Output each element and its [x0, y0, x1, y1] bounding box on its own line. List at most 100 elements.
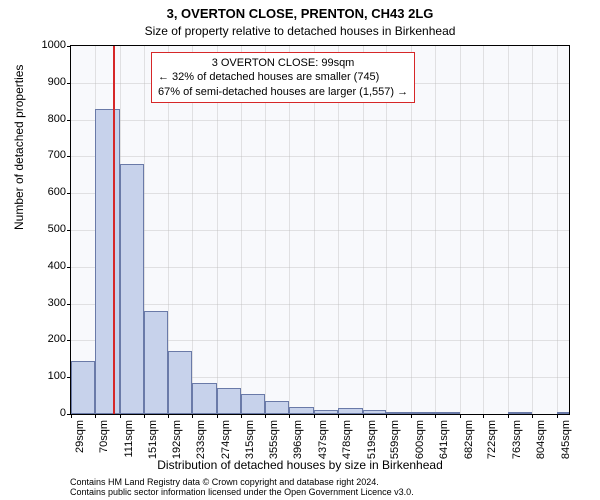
xtick-label: 559sqm: [389, 420, 401, 459]
xtick-mark: [557, 414, 558, 418]
x-axis-label: Distribution of detached houses by size …: [0, 458, 600, 472]
gridline-horizontal: [71, 193, 569, 194]
xtick-label: 437sqm: [317, 420, 329, 459]
ytick-mark: [67, 83, 71, 84]
xtick-label: 519sqm: [366, 420, 378, 459]
histogram-bar: [557, 412, 569, 414]
histogram-bar: [363, 410, 387, 414]
gridline-horizontal: [71, 230, 569, 231]
gridline-horizontal: [71, 156, 569, 157]
ytick-label: 500: [48, 223, 66, 235]
xtick-label: 722sqm: [486, 420, 498, 459]
xtick-label: 151sqm: [147, 420, 159, 459]
xtick-mark: [314, 414, 315, 418]
ytick-mark: [67, 230, 71, 231]
gridline-horizontal: [71, 267, 569, 268]
marker-line: [113, 46, 115, 414]
xtick-label: 845sqm: [560, 420, 572, 459]
gridline-vertical: [532, 46, 533, 414]
xtick-mark: [532, 414, 533, 418]
xtick-label: 355sqm: [268, 420, 280, 459]
footer-attribution: Contains HM Land Registry data © Crown c…: [70, 477, 414, 498]
xtick-mark: [192, 414, 193, 418]
histogram-bar: [289, 407, 313, 414]
histogram-bar: [386, 412, 410, 414]
xtick-mark: [120, 414, 121, 418]
page-title: 3, OVERTON CLOSE, PRENTON, CH43 2LG: [0, 6, 600, 21]
histogram-bar: [192, 383, 216, 414]
histogram-bar: [241, 394, 265, 414]
ytick-label: 100: [48, 370, 66, 382]
xtick-mark: [363, 414, 364, 418]
xtick-mark: [217, 414, 218, 418]
xtick-label: 315sqm: [244, 420, 256, 459]
xtick-mark: [483, 414, 484, 418]
histogram-bar: [508, 412, 532, 414]
ytick-label: 800: [48, 113, 66, 125]
xtick-label: 192sqm: [171, 420, 183, 459]
page-subtitle: Size of property relative to detached ho…: [0, 24, 600, 38]
ytick-label: 900: [48, 76, 66, 88]
xtick-label: 804sqm: [535, 420, 547, 459]
xtick-mark: [411, 414, 412, 418]
histogram-bar: [71, 361, 95, 414]
ytick-mark: [67, 193, 71, 194]
gridline-horizontal: [71, 304, 569, 305]
histogram-bar: [144, 311, 168, 414]
histogram-bar: [411, 412, 435, 414]
ytick-mark: [67, 267, 71, 268]
gridline-vertical: [508, 46, 509, 414]
xtick-mark: [168, 414, 169, 418]
xtick-mark: [95, 414, 96, 418]
xtick-mark: [265, 414, 266, 418]
xtick-mark: [338, 414, 339, 418]
plot-area: 3 OVERTON CLOSE: 99sqm ← 32% of detached…: [70, 45, 570, 415]
xtick-mark: [386, 414, 387, 418]
xtick-label: 70sqm: [98, 420, 110, 453]
xtick-label: 111sqm: [123, 420, 135, 458]
annotation-line-2: ← 32% of detached houses are smaller (74…: [158, 70, 408, 84]
ytick-mark: [67, 156, 71, 157]
annotation-line-1: 3 OVERTON CLOSE: 99sqm: [158, 56, 408, 70]
histogram-bar: [217, 388, 241, 414]
xtick-mark: [144, 414, 145, 418]
xtick-label: 274sqm: [220, 420, 232, 459]
ytick-label: 200: [48, 333, 66, 345]
ytick-label: 1000: [42, 39, 66, 51]
ytick-mark: [67, 340, 71, 341]
chart-container: 3, OVERTON CLOSE, PRENTON, CH43 2LG Size…: [0, 0, 600, 500]
xtick-mark: [71, 414, 72, 418]
xtick-label: 233sqm: [195, 420, 207, 459]
xtick-label: 396sqm: [292, 420, 304, 459]
gridline-horizontal: [71, 120, 569, 121]
ytick-mark: [67, 46, 71, 47]
histogram-bar: [338, 408, 362, 414]
annotation-line-3: 67% of semi-detached houses are larger (…: [158, 85, 408, 99]
gridline-vertical: [483, 46, 484, 414]
xtick-label: 641sqm: [438, 420, 450, 459]
footer-line-2: Contains public sector information licen…: [70, 487, 414, 497]
histogram-bar: [265, 401, 289, 414]
xtick-label: 600sqm: [414, 420, 426, 459]
ytick-mark: [67, 304, 71, 305]
xtick-mark: [435, 414, 436, 418]
xtick-label: 682sqm: [463, 420, 475, 459]
xtick-label: 478sqm: [341, 420, 353, 459]
ytick-label: 400: [48, 260, 66, 272]
y-axis-label: Number of detached properties: [12, 65, 26, 230]
histogram-bar: [120, 164, 144, 414]
histogram-bar: [435, 412, 459, 414]
ytick-label: 700: [48, 149, 66, 161]
histogram-bar: [95, 109, 119, 414]
xtick-mark: [508, 414, 509, 418]
xtick-mark: [289, 414, 290, 418]
gridline-vertical: [460, 46, 461, 414]
xtick-mark: [241, 414, 242, 418]
xtick-label: 29sqm: [74, 420, 86, 453]
xtick-mark: [460, 414, 461, 418]
histogram-bar: [314, 410, 338, 414]
ytick-label: 300: [48, 297, 66, 309]
annotation-box: 3 OVERTON CLOSE: 99sqm ← 32% of detached…: [151, 52, 415, 103]
gridline-vertical: [435, 46, 436, 414]
histogram-bar: [168, 351, 192, 414]
